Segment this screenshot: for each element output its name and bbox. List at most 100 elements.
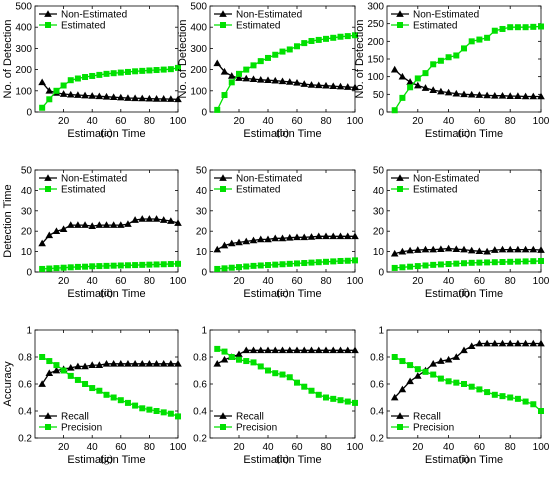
data-point-recall [285,346,294,354]
chart-panel-b: 20 40 60 80 100 0 100 200 300 400 500 Estimation Ti… [177,2,364,141]
legend-label: Recall [61,412,89,423]
x-tick-label: 60 [115,442,127,453]
data-point-recall [278,346,287,354]
legend-label: Recall [236,412,264,423]
data-point-estimated [352,257,358,264]
legend-marker [220,22,226,28]
data-point-non-estimated [159,95,168,102]
data-point-estimated [82,74,89,81]
legend-label: Estimated [413,21,457,32]
data-point-recall [322,346,330,354]
data-point-recall [38,380,46,387]
data-point-non-estimated [421,84,430,91]
y-tick-label: 20 [373,227,385,238]
y-tick-label: 30 [373,206,385,217]
data-point-non-estimated [174,95,182,103]
legend-label: Non-Estimated [61,174,127,185]
y-tick-label: 400 [15,23,32,34]
y-tick-label: 40 [21,186,33,197]
data-point-estimated [407,263,414,270]
data-point-non-estimated [88,92,96,99]
data-point-precision [279,371,286,378]
data-point-non-estimated [336,82,345,90]
data-point-non-estimated [314,81,323,89]
data-point-non-estimated [475,247,484,255]
data-point-estimated [323,258,329,265]
data-point-recall [242,346,251,354]
data-point-estimated [445,54,452,61]
legend-marker [396,412,404,419]
data-point-precision [117,397,124,404]
data-point-estimated [103,70,110,77]
plot-frame [34,5,179,113]
legend-label: Non-Estimated [413,174,479,185]
x-tick-label: 60 [291,116,303,127]
x-tick-label: 60 [291,276,303,287]
data-point-non-estimated [109,93,118,101]
x-tick-label: 80 [320,276,332,287]
data-point-estimated [67,264,74,271]
y-tick-label: 0 [26,268,32,279]
data-point-non-estimated [81,221,89,228]
data-point-estimated [330,258,337,265]
data-point-recall [256,346,265,354]
data-point-recall [109,359,118,367]
data-point-estimated [437,57,444,64]
data-point-estimated [399,264,406,271]
y-tick-label: 500 [190,2,207,13]
data-point-estimated [391,107,398,114]
data-point-recall [81,362,89,370]
data-point-precision [160,409,167,416]
data-point-estimated [96,263,103,270]
y-axis-label: Detection Time [2,184,14,257]
data-point-recall [452,353,461,360]
data-point-estimated [507,258,514,265]
data-point-estimated [39,265,46,272]
data-point-non-estimated [452,245,461,253]
data-point-non-estimated [293,233,301,241]
legend-marker [219,174,227,181]
data-point-estimated [228,264,235,271]
data-point-estimated [89,263,96,270]
data-point-precision [82,381,89,387]
data-point-precision [272,370,279,377]
y-tick-label: 100 [367,72,384,83]
data-point-non-estimated [264,235,272,243]
plot-frame [209,5,356,113]
data-point-recall [88,361,96,368]
y-tick-label: 40 [373,186,385,197]
data-point-recall [521,339,530,347]
data-point-recall [74,362,82,370]
data-point-precision [391,354,398,360]
y-tick-label: 0.4 [193,407,207,418]
data-point-estimated [522,24,529,31]
data-point-estimated [53,87,60,94]
y-tick-label: 10 [373,247,385,258]
chart-panel-d: 20 40 60 80 100 0 10 20 30 40 50 Estimation Time Det… [2,166,187,301]
data-point-non-estimated [66,221,75,228]
data-point-non-estimated [329,82,338,89]
data-point-precision [514,395,521,402]
data-point-non-estimated [102,221,111,228]
data-point-non-estimated [271,76,280,84]
data-point-non-estimated [293,78,301,86]
data-point-estimated [407,84,414,91]
data-point-recall [138,359,147,367]
data-point-precision [399,358,406,365]
data-point-estimated [330,34,337,41]
y-tick-label: 200 [15,65,32,76]
data-point-estimated [468,38,475,45]
data-point-recall [145,359,154,367]
data-point-non-estimated [429,86,437,93]
y-tick-label: 0 [26,108,32,119]
data-point-estimated [530,23,537,30]
data-point-estimated [484,34,491,41]
data-point-estimated [103,262,110,269]
data-point-estimated [453,260,460,267]
data-point-non-estimated [483,247,491,255]
data-point-recall [102,359,111,367]
data-point-recall [437,357,445,364]
x-tick-label: 20 [412,276,424,287]
data-point-non-estimated [491,246,499,253]
